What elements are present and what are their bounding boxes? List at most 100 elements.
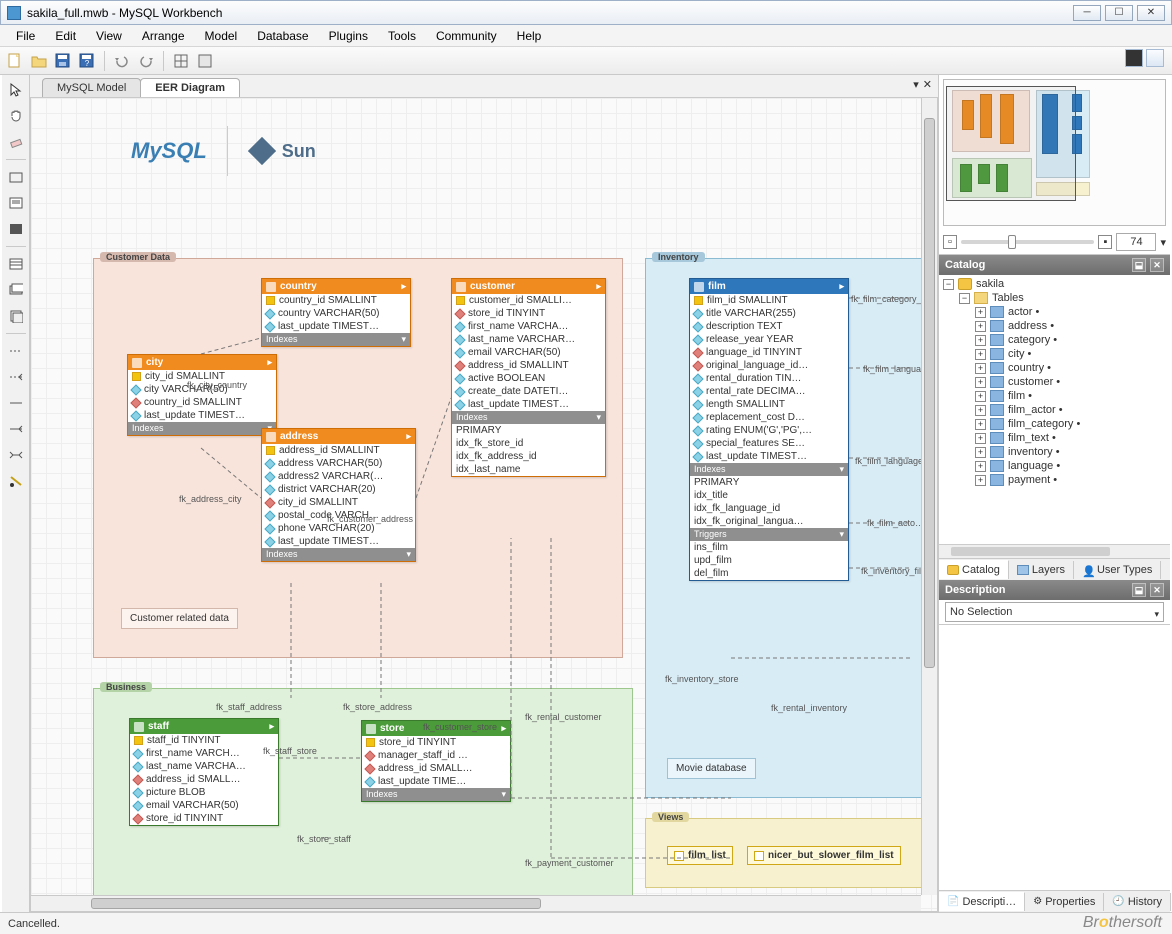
layer-tool[interactable] [5,166,27,188]
zoom-in-icon[interactable]: ▪ [1098,235,1112,249]
catalog-tab-user-types[interactable]: 👤 User Types [1074,561,1161,579]
catalog-tab-catalog[interactable]: Catalog [939,560,1009,579]
output-panel-button[interactable] [1125,49,1143,67]
section-indexes[interactable]: Indexes▾ [452,411,605,424]
pointer-tool[interactable] [5,79,27,101]
collapse-icon[interactable]: ▸ [406,431,411,442]
menu-model[interactable]: Model [195,27,248,45]
eraser-tool[interactable] [5,131,27,153]
view-nicer_but_slower_film_list[interactable]: nicer_but_slower_film_list [747,846,901,865]
collapse-icon[interactable]: ▸ [839,281,844,292]
tree-schema[interactable]: −sakila [941,277,1168,291]
rel-1-1-id-tool[interactable] [5,392,27,414]
maximize-button[interactable]: ☐ [1105,5,1133,21]
collapse-icon[interactable]: ▸ [501,723,506,734]
tree-table-film[interactable]: +film [941,389,1168,403]
entity-address[interactable]: address▸address_id SMALLINTaddress VARCH… [261,428,416,562]
collapse-icon[interactable]: ▸ [267,357,272,368]
rel-n-m-tool[interactable] [5,444,27,466]
desc-tab-2[interactable]: 🕘 History [1104,893,1171,911]
tree-table-language[interactable]: +language [941,459,1168,473]
desc-tab-0[interactable]: 📄 Descripti… [939,892,1025,911]
desc-tab-1[interactable]: ⚙ Properties [1025,893,1104,911]
rel-1-n-nonid-tool[interactable] [5,366,27,388]
rel-1-1-nonid-tool[interactable] [5,340,27,362]
section-indexes[interactable]: Indexes▾ [128,422,276,435]
section-indexes[interactable]: Indexes▾ [362,788,510,801]
menu-arrange[interactable]: Arrange [132,27,195,45]
menu-community[interactable]: Community [426,27,507,45]
view-film_list[interactable]: film_list [667,846,733,865]
tree-table-film_actor[interactable]: +film_actor [941,403,1168,417]
entity-country[interactable]: country▸country_id SMALLINTcountry VARCH… [261,278,411,347]
catalog-h-scrollbar[interactable] [939,544,1170,558]
section-indexes[interactable]: Indexes▾ [690,463,848,476]
snap-button[interactable] [194,50,216,72]
menu-edit[interactable]: Edit [45,27,86,45]
entity-staff[interactable]: staff▸staff_id TINYINTfirst_name VARCH…l… [129,718,279,826]
canvas-h-scrollbar[interactable] [31,895,921,911]
tab-eer-diagram[interactable]: EER Diagram [140,78,240,97]
panel-close-icon[interactable]: ✕ [1150,258,1164,272]
panel-close-icon[interactable]: ✕ [1150,583,1164,597]
save-button[interactable] [52,50,74,72]
table-tool[interactable] [5,253,27,275]
collapse-icon[interactable]: ▸ [269,721,274,732]
menu-tools[interactable]: Tools [378,27,426,45]
section-indexes[interactable]: Indexes▾ [262,548,415,561]
tree-table-film_text[interactable]: +film_text [941,431,1168,445]
tree-table-inventory[interactable]: +inventory [941,445,1168,459]
tree-table-customer[interactable]: +customer [941,375,1168,389]
tab-mysql-model[interactable]: MySQL Model [42,78,141,97]
note-tool[interactable] [5,192,27,214]
zoom-dropdown-icon[interactable]: ▾ [1160,236,1166,249]
minimap[interactable] [943,79,1166,226]
section-indexes[interactable]: Indexes▾ [262,333,410,346]
pin-icon[interactable]: ⬓ [1132,258,1146,272]
menu-plugins[interactable]: Plugins [319,27,378,45]
tree-table-film_category[interactable]: +film_category [941,417,1168,431]
rel-existing-cols-tool[interactable] [5,470,27,492]
tree-table-payment[interactable]: +payment [941,473,1168,487]
side-panel-button[interactable] [1146,49,1164,67]
image-tool[interactable] [5,218,27,240]
zoom-slider[interactable] [961,240,1094,244]
tree-table-city[interactable]: +city [941,347,1168,361]
save-as-button[interactable]: ? [76,50,98,72]
diagram-canvas[interactable]: MySQL Sun Customer DataCustomer related … [30,97,938,912]
section-triggers[interactable]: Triggers▾ [690,528,848,541]
zoom-value[interactable]: 74 [1116,233,1156,251]
menu-file[interactable]: File [6,27,45,45]
menu-help[interactable]: Help [507,27,552,45]
entity-city[interactable]: city▸city_id SMALLINTcity VARCHAR(50)cou… [127,354,277,436]
pin-icon[interactable]: ⬓ [1132,583,1146,597]
new-file-button[interactable] [4,50,26,72]
catalog-tree[interactable]: −sakila−Tables+actor+address+category+ci… [939,275,1170,544]
undo-button[interactable] [111,50,133,72]
menu-database[interactable]: Database [247,27,318,45]
tree-table-actor[interactable]: +actor [941,305,1168,319]
hand-tool[interactable] [5,105,27,127]
rel-1-n-id-tool[interactable] [5,418,27,440]
grid-toggle-button[interactable] [170,50,192,72]
open-file-button[interactable] [28,50,50,72]
tab-close-icon[interactable]: ✕ [923,78,932,91]
catalog-tab-layers[interactable]: Layers [1009,561,1074,579]
close-button[interactable]: ✕ [1137,5,1165,21]
minimize-button[interactable]: ─ [1073,5,1101,21]
tree-table-address[interactable]: +address [941,319,1168,333]
collapse-icon[interactable]: ▸ [401,281,406,292]
tree-table-category[interactable]: +category [941,333,1168,347]
redo-button[interactable] [135,50,157,72]
zoom-out-icon[interactable]: ▫ [943,235,957,249]
tab-pin-icon[interactable]: ▾ [913,78,919,91]
entity-store[interactable]: store▸store_id TINYINTmanager_staff_id …… [361,720,511,802]
view-tool[interactable] [5,279,27,301]
collapse-icon[interactable]: ▸ [596,281,601,292]
tree-tables-folder[interactable]: −Tables [941,291,1168,305]
entity-film[interactable]: film▸film_id SMALLINTtitle VARCHAR(255)d… [689,278,849,581]
entity-customer[interactable]: customer▸customer_id SMALLI…store_id TIN… [451,278,606,477]
menu-view[interactable]: View [86,27,132,45]
routine-tool[interactable] [5,305,27,327]
canvas-v-scrollbar[interactable] [921,98,937,895]
